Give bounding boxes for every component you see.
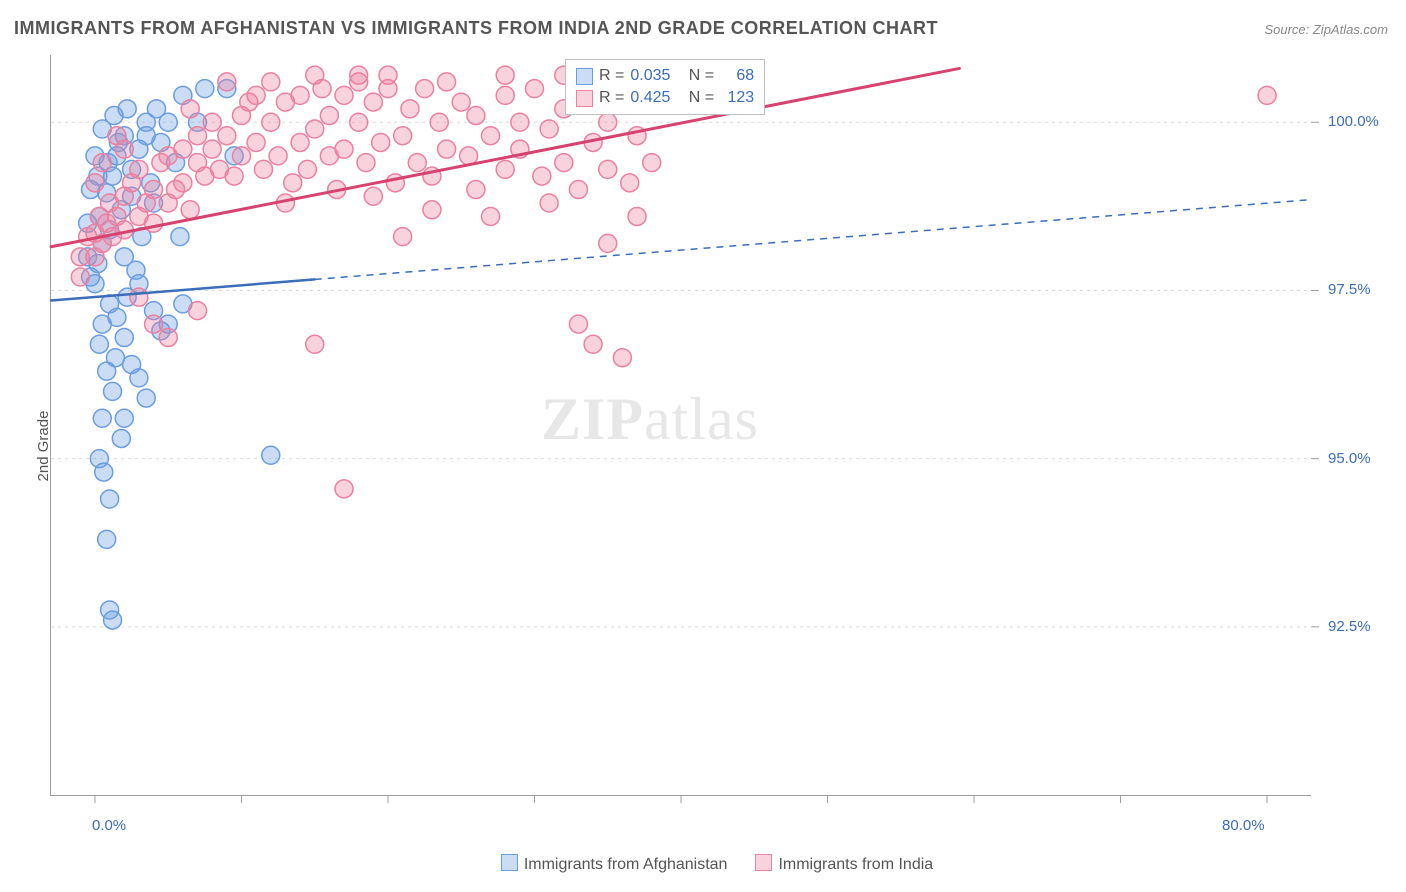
- plot-area: ZIPatlas R = 0.035 N = 68 R = 0.425 N = 123: [50, 55, 1311, 796]
- y-tick-label: 100.0%: [1328, 113, 1379, 130]
- correlation-legend-row: R = 0.035 N = 68: [576, 65, 754, 87]
- watermark: ZIPatlas: [541, 385, 759, 454]
- legend-swatch: [501, 854, 518, 871]
- legend-n-key: N =: [684, 87, 714, 109]
- y-tick-label: 97.5%: [1328, 281, 1371, 298]
- legend-swatch: [755, 854, 772, 871]
- source-attribution: Source: ZipAtlas.com: [1264, 22, 1388, 37]
- chart-title: IMMIGRANTS FROM AFGHANISTAN VS IMMIGRANT…: [14, 18, 938, 39]
- legend-n-value: 123: [720, 87, 754, 109]
- watermark-bold: ZIP: [541, 386, 644, 452]
- y-tick-label: 95.0%: [1328, 450, 1371, 467]
- chart-container: IMMIGRANTS FROM AFGHANISTAN VS IMMIGRANT…: [0, 0, 1406, 892]
- watermark-rest: atlas: [644, 386, 759, 452]
- source-label: Source:: [1264, 22, 1312, 37]
- legend-series-label: Immigrants from Afghanistan: [524, 856, 728, 873]
- legend-swatch: [576, 90, 593, 107]
- y-tick-label: 92.5%: [1328, 618, 1371, 635]
- legend-r-key: R =: [599, 87, 624, 109]
- legend-r-key: R =: [599, 65, 624, 87]
- legend-swatch: [576, 68, 593, 85]
- correlation-legend: R = 0.035 N = 68 R = 0.425 N = 123: [565, 59, 765, 115]
- legend-n-key: N =: [684, 65, 714, 87]
- legend-r-value: 0.035: [630, 65, 678, 87]
- legend-series-label: Immigrants from India: [778, 856, 933, 873]
- legend-n-value: 68: [720, 65, 754, 87]
- x-tick-label: 0.0%: [92, 817, 126, 834]
- x-tick-label: 80.0%: [1222, 817, 1265, 834]
- legend-r-value: 0.425: [630, 87, 678, 109]
- series-legend: Immigrants from Afghanistan Immigrants fr…: [0, 854, 1406, 874]
- correlation-legend-row: R = 0.425 N = 123: [576, 87, 754, 109]
- source-name: ZipAtlas.com: [1313, 22, 1388, 37]
